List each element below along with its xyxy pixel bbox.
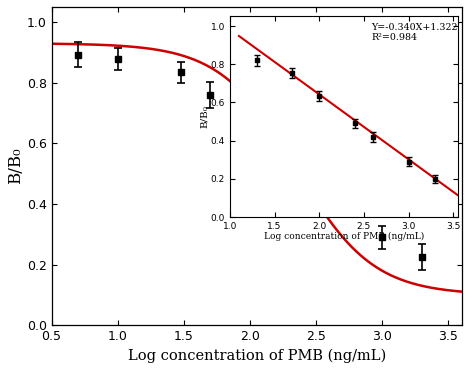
Y-axis label: B/B₀: B/B₀ bbox=[7, 148, 24, 184]
X-axis label: Log concentration of PMB (ng/mL): Log concentration of PMB (ng/mL) bbox=[128, 349, 386, 363]
